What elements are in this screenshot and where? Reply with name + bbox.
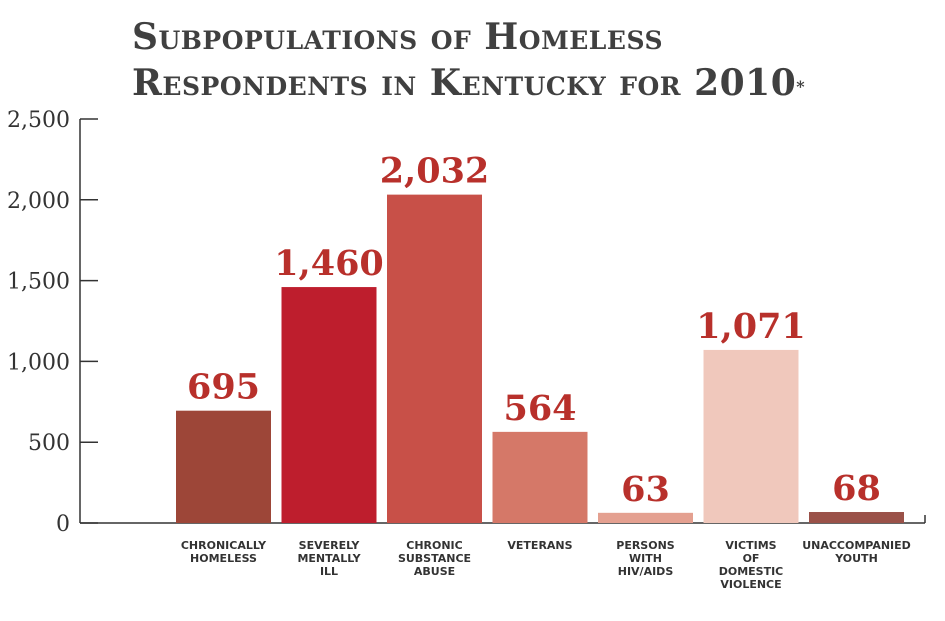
bar-value-label: 1,071 (696, 306, 806, 347)
bar (809, 512, 904, 523)
category-label: CHRONIC SUBSTANCE ABUSE (398, 539, 471, 578)
bar (387, 194, 482, 524)
bar-value-label: 2,032 (380, 151, 490, 192)
chart-title-line-2: Respondents in Kentucky for 2010* (132, 60, 932, 106)
bar (281, 287, 377, 523)
category-label: VICTIMS OF DOMESTIC VIOLENCE (719, 539, 784, 591)
bar (703, 349, 799, 523)
bar-value-label: 695 (187, 367, 260, 408)
category-label: CHRONICALLY HOMELESS (181, 539, 267, 565)
bar (598, 512, 693, 523)
bar-value-label: 68 (832, 468, 881, 509)
category-label: SEVERELY MENTALLY ILL (297, 539, 361, 578)
chart-title: Subpopulations of Homeless Respondents i… (132, 14, 932, 106)
y-tick-label: 0 (56, 512, 70, 537)
bar-value-label: 564 (503, 388, 576, 429)
y-tick-label: 2,000 (7, 189, 70, 214)
bar (492, 431, 588, 523)
category-label: UNACCOMPANIED YOUTH (802, 539, 911, 565)
bar-value-label: 1,460 (274, 243, 384, 284)
y-tick-label: 2,500 (7, 108, 70, 133)
category-label: PERSONS WITH HIV/AIDS (616, 539, 675, 578)
category-label: VETERANS (507, 539, 572, 552)
bar-value-label: 63 (621, 469, 670, 510)
footnote-mark: * (796, 77, 806, 96)
y-tick-label: 500 (28, 431, 70, 456)
y-tick-label: 1,500 (7, 270, 70, 295)
y-tick-label: 1,000 (7, 350, 70, 375)
chart-title-line-2-text: Respondents in Kentucky for 2010 (132, 62, 797, 104)
bar (176, 410, 271, 523)
chart-title-line-1: Subpopulations of Homeless (132, 16, 664, 58)
